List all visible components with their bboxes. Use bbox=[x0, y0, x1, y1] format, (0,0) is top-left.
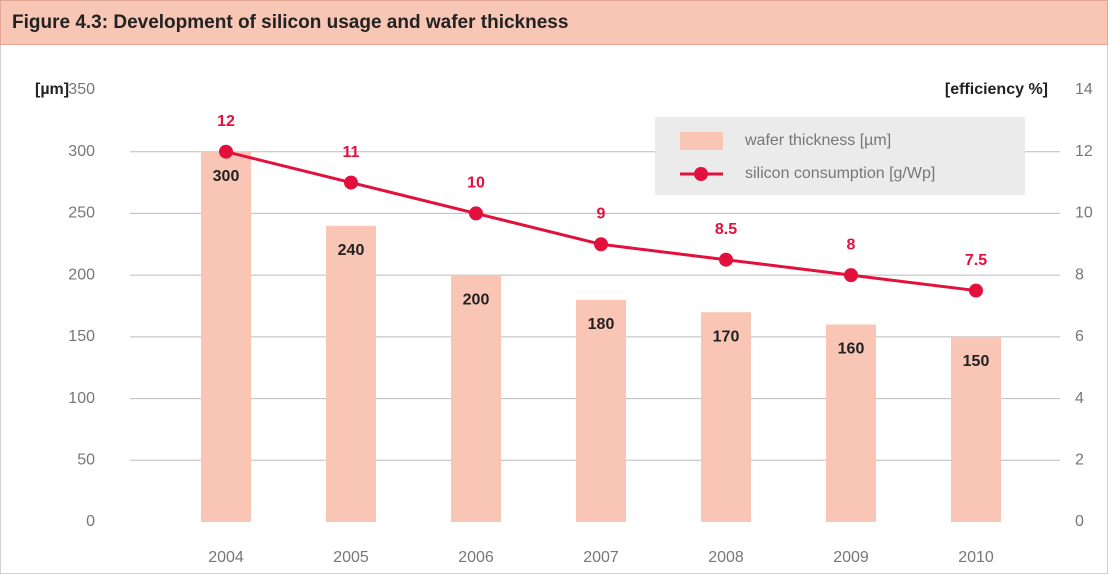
header bbox=[0, 0, 1108, 45]
chart-title: Figure 4.3: Development of silicon usage… bbox=[12, 12, 568, 33]
y-tick-label: 300 bbox=[68, 143, 95, 160]
y2-tick-label: 10 bbox=[1075, 205, 1093, 222]
point bbox=[969, 283, 983, 298]
bar bbox=[451, 275, 501, 522]
x-tick-label: 2010 bbox=[958, 549, 994, 566]
y-axis-label: [µm] bbox=[35, 81, 69, 98]
data-label: 8.5 bbox=[715, 221, 737, 238]
data-label: 160 bbox=[838, 341, 865, 358]
bar bbox=[326, 225, 376, 522]
legend-label: wafer thickness [µm] bbox=[744, 132, 891, 149]
x-tick-label: 2005 bbox=[333, 549, 369, 566]
data-label: 9 bbox=[597, 206, 606, 223]
x-tick-label: 2004 bbox=[208, 549, 244, 566]
data-label: 11 bbox=[343, 144, 360, 161]
y2-tick-label: 2 bbox=[1075, 452, 1084, 469]
y-tick-label: 0 bbox=[86, 513, 95, 530]
x-tick-label: 2009 bbox=[833, 549, 869, 566]
y2-tick-label: 12 bbox=[1075, 143, 1093, 160]
point bbox=[219, 144, 233, 159]
y-tick-label: 100 bbox=[68, 390, 95, 407]
y2-tick-label: 6 bbox=[1075, 328, 1084, 345]
y-tick-label: 200 bbox=[68, 266, 95, 283]
bar bbox=[201, 151, 251, 522]
point bbox=[844, 268, 858, 283]
y-tick-label: 350 bbox=[68, 81, 95, 98]
point bbox=[719, 252, 733, 267]
point bbox=[469, 206, 483, 221]
data-label: 240 bbox=[338, 242, 365, 259]
data-label: 10 bbox=[467, 175, 485, 192]
y-tick-label: 150 bbox=[68, 328, 95, 345]
x-tick-label: 2006 bbox=[458, 549, 494, 566]
y2-tick-label: 4 bbox=[1075, 390, 1084, 407]
legend-swatch bbox=[694, 167, 708, 181]
data-label: 7.5 bbox=[965, 252, 987, 269]
data-label: 170 bbox=[713, 328, 740, 345]
bar bbox=[826, 324, 876, 522]
legend-label: silicon consumption [g/Wp] bbox=[745, 165, 935, 182]
y2-tick-label: 0 bbox=[1075, 513, 1084, 530]
y2-tick-label: 8 bbox=[1075, 266, 1084, 283]
bar bbox=[701, 312, 751, 522]
point bbox=[344, 175, 358, 190]
y-tick-label: 50 bbox=[77, 452, 95, 469]
bar bbox=[951, 336, 1001, 522]
data-label: 150 bbox=[963, 353, 990, 370]
y2-tick-label: 14 bbox=[1075, 81, 1093, 98]
legend-box bbox=[655, 117, 1025, 195]
data-label: 12 bbox=[217, 113, 235, 130]
x-tick-label: 2007 bbox=[583, 549, 619, 566]
y-tick-label: 250 bbox=[68, 205, 95, 222]
data-label: 180 bbox=[588, 316, 615, 333]
point bbox=[594, 237, 608, 252]
bar bbox=[576, 299, 626, 522]
data-label: 200 bbox=[463, 291, 490, 308]
data-label: 300 bbox=[213, 168, 240, 185]
x-tick-label: 2008 bbox=[708, 549, 744, 566]
legend-swatch bbox=[680, 132, 723, 150]
data-label: 8 bbox=[847, 236, 856, 253]
y2-axis-label: [efficiency %] bbox=[945, 81, 1048, 98]
